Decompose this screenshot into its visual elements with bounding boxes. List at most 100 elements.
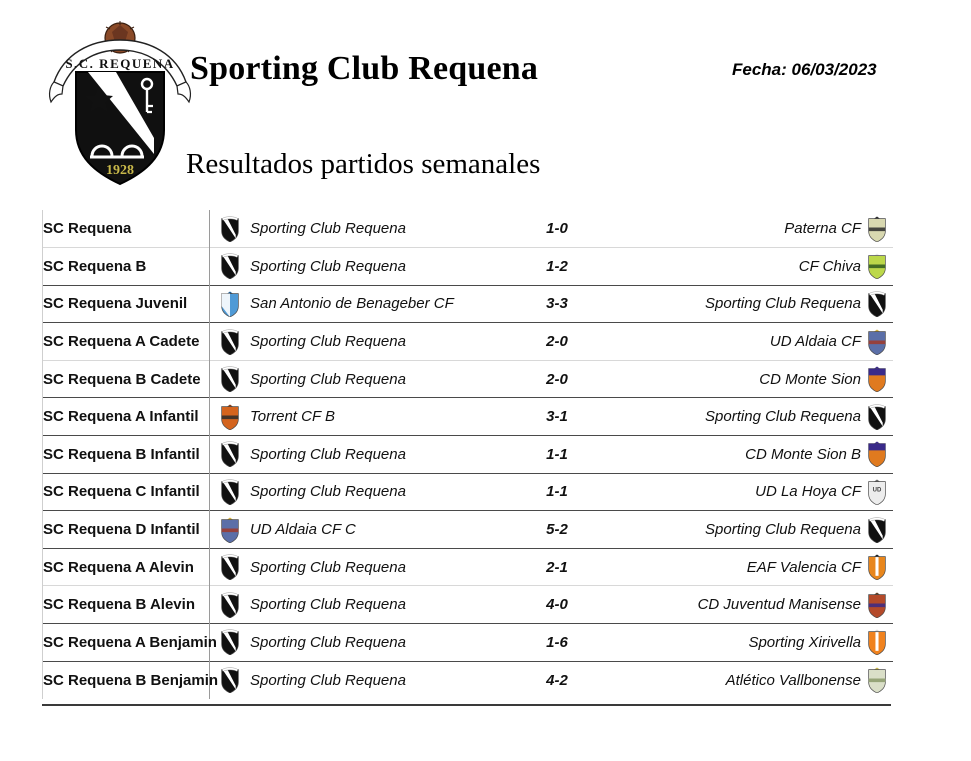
row-team-name: SC Requena A Benjamin <box>42 623 217 662</box>
sc-requena-crest-icon <box>209 660 250 699</box>
row-score: 5-2 <box>518 510 596 549</box>
row-team-name: SC Requena A Cadete <box>42 322 210 361</box>
table-row: SC Requena D Infantil UD Aldaia CF C 5-2 Sp… <box>42 510 893 549</box>
row-away-team: Paterna CF <box>596 210 861 248</box>
eaf-valencia-cf-crest-icon <box>861 547 893 586</box>
sc-requena-crest-icon <box>209 585 250 624</box>
cd-monte-sion-crest-icon <box>861 435 893 474</box>
page-title: Sporting Club Requena <box>190 50 539 87</box>
row-team-name: SC Requena C Infantil <box>42 472 210 511</box>
row-score: 2-0 <box>518 322 596 361</box>
sc-requena-crest-icon <box>209 359 250 398</box>
row-team-name: SC Requena B Cadete <box>42 359 210 398</box>
sc-requena-crest-icon <box>209 472 250 511</box>
row-away-team: Sporting Xirivella <box>596 623 861 662</box>
table-row: SC Requena Sporting Club Requena 1-0 Patern… <box>42 210 893 248</box>
row-home-team: Sporting Club Requena <box>250 585 518 624</box>
sc-requena-crest-icon <box>209 547 250 586</box>
row-home-team: Sporting Club Requena <box>250 247 518 286</box>
row-home-team: Sporting Club Requena <box>250 322 518 361</box>
svg-text:S.C. REQUENA: S.C. REQUENA <box>65 56 174 71</box>
row-away-team: Sporting Club Requena <box>596 397 861 436</box>
row-away-team: Sporting Club Requena <box>596 510 861 549</box>
sc-requena-crest-icon <box>209 322 250 361</box>
table-row: SC Requena Juvenil San Antonio de Benageb… <box>42 284 893 323</box>
row-score: 2-1 <box>518 547 596 586</box>
table-row: SC Requena A Cadete Sporting Club Requena… <box>42 322 893 361</box>
table-row: SC Requena A Benjamin Sporting Club Reque… <box>42 623 893 662</box>
sc-requena-crest-icon: S.C. REQUENA 1928 <box>44 20 196 188</box>
cd-monte-sion-crest-icon <box>861 359 893 398</box>
svg-text:1928: 1928 <box>106 163 134 178</box>
svg-text:UD: UD <box>873 487 882 493</box>
row-away-team: Atlético Vallbonense <box>596 660 861 699</box>
row-team-name: SC Requena A Infantil <box>42 397 210 436</box>
row-team-name: SC Requena B <box>42 247 210 286</box>
row-team-name: SC Requena Juvenil <box>42 284 210 323</box>
sc-requena-crest-icon <box>861 510 893 549</box>
sc-requena-crest-icon <box>209 210 250 248</box>
row-home-team: Sporting Club Requena <box>250 472 518 511</box>
row-away-team: EAF Valencia CF <box>596 547 861 586</box>
row-away-team: CD Juventud Manisense <box>596 585 861 624</box>
table-row: SC Requena C Infantil Sporting Club Reque… <box>42 472 893 511</box>
table-row: SC Requena B Alevin Sporting Club Requena… <box>42 585 893 624</box>
atletico-vallbonense-crest-icon <box>861 660 893 699</box>
row-team-name: SC Requena <box>42 210 210 248</box>
table-bottom-rule <box>42 704 891 706</box>
row-home-team: Torrent CF B <box>250 397 518 436</box>
row-score: 2-0 <box>518 359 596 398</box>
row-home-team: Sporting Club Requena <box>250 210 518 248</box>
row-team-name: SC Requena D Infantil <box>42 510 210 549</box>
sc-requena-crest-icon <box>209 623 250 662</box>
row-team-name: SC Requena B Infantil <box>42 435 210 474</box>
row-score: 1-2 <box>518 247 596 286</box>
table-row: SC Requena B Infantil Sporting Club Reque… <box>42 435 893 474</box>
row-score: 1-6 <box>518 623 596 662</box>
row-score: 3-3 <box>518 284 596 323</box>
sporting-xirivella-crest-icon <box>861 623 893 662</box>
row-team-name: SC Requena B Benjamin <box>42 660 218 699</box>
sc-requena-crest-icon <box>861 397 893 436</box>
sc-requena-crest-icon <box>209 247 250 286</box>
cf-chiva-crest-icon <box>861 247 893 286</box>
row-home-team: Sporting Club Requena <box>250 623 518 662</box>
row-score: 4-2 <box>518 660 596 699</box>
san-antonio-benageber-crest-icon <box>209 284 250 323</box>
results-table: SC Requena Sporting Club Requena 1-0 Patern… <box>42 210 893 699</box>
row-away-team: Sporting Club Requena <box>596 284 861 323</box>
row-home-team: San Antonio de Benageber CF <box>250 284 518 323</box>
paterna-cf-crest-icon <box>861 210 893 248</box>
ud-aldaia-cf-crest-icon <box>209 510 250 549</box>
ud-la-hoya-cf-crest-icon: UD <box>861 472 893 511</box>
row-away-team: UD Aldaia CF <box>596 322 861 361</box>
results-table-body: SC Requena Sporting Club Requena 1-0 Patern… <box>42 210 893 699</box>
table-row: SC Requena A Alevin Sporting Club Requena… <box>42 547 893 586</box>
date-label: Fecha: 06/03/2023 <box>732 60 877 79</box>
row-team-name: SC Requena B Alevin <box>42 585 210 624</box>
row-score: 1-1 <box>518 472 596 511</box>
row-away-team: CD Monte Sion B <box>596 435 861 474</box>
page-subtitle: Resultados partidos semanales <box>186 148 541 180</box>
row-home-team: Sporting Club Requena <box>250 435 518 474</box>
page-header: S.C. REQUENA 1928 Sporting Club Requena … <box>0 0 971 200</box>
sc-requena-crest-icon <box>209 435 250 474</box>
row-home-team: Sporting Club Requena <box>250 359 518 398</box>
table-row: SC Requena B Benjamin Sporting Club Reque… <box>42 660 893 699</box>
table-row: SC Requena B Sporting Club Requena 1-2 CF C… <box>42 247 893 286</box>
cd-juventud-manisense-crest-icon <box>861 585 893 624</box>
row-score: 3-1 <box>518 397 596 436</box>
table-row: SC Requena A Infantil Torrent CF B 3-1 Spor… <box>42 397 893 436</box>
row-away-team: CF Chiva <box>596 247 861 286</box>
row-team-name: SC Requena A Alevin <box>42 547 210 586</box>
row-home-team: Sporting Club Requena <box>250 660 518 699</box>
row-home-team: UD Aldaia CF C <box>250 510 518 549</box>
row-score: 1-0 <box>518 210 596 248</box>
row-home-team: Sporting Club Requena <box>250 547 518 586</box>
ud-aldaia-cf-crest-icon <box>861 322 893 361</box>
row-score: 4-0 <box>518 585 596 624</box>
row-away-team: UD La Hoya CF <box>596 472 861 511</box>
sc-requena-crest-icon <box>861 284 893 323</box>
row-score: 1-1 <box>518 435 596 474</box>
torrent-cf-crest-icon <box>209 397 250 436</box>
